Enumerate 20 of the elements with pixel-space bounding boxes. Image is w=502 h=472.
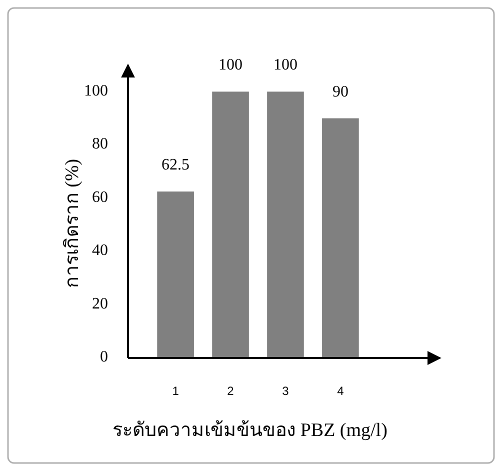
y-tick-label: 20 [92,295,108,312]
bar [212,92,249,358]
x-tick-label: 3 [282,384,290,398]
data-label: 62.5 [162,156,190,174]
y-tick-label: 80 [92,136,108,153]
y-tick-label: 100 [84,82,108,100]
x-tick-label: 2 [227,384,234,398]
data-label: 100 [218,56,243,74]
x-tick-label: 1 [172,384,180,398]
data-label: 100 [273,56,298,74]
x-tick-label: 4 [337,384,344,398]
y-tick-label: 60 [92,188,108,206]
bar [157,192,194,358]
bar [322,118,359,358]
y-tick-label: 40 [92,242,108,260]
y-tick-label: 0 [100,348,108,366]
x-axis-title: ระดับความเข้มข้นของ PBZ (mg/l) [112,420,388,441]
data-label: 90 [332,83,348,100]
bar [267,92,304,358]
y-axis-title: การเกิดราก (%) [62,158,83,288]
